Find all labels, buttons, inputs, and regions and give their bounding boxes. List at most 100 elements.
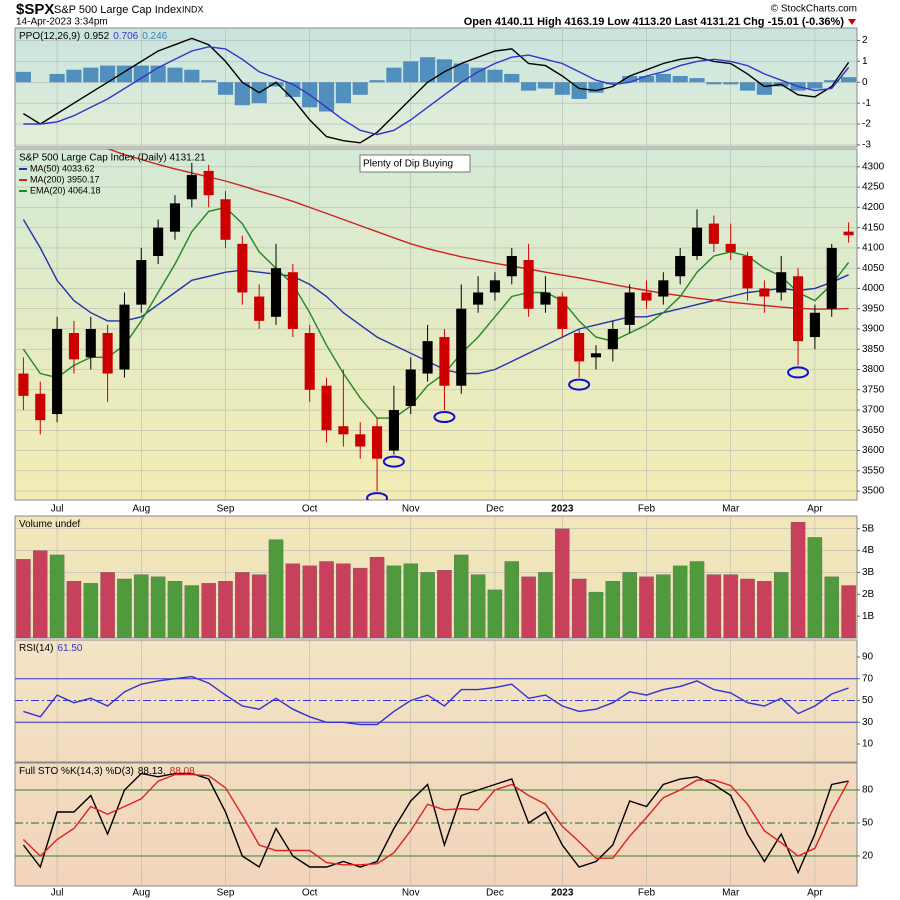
histogram-bar bbox=[436, 59, 452, 83]
candle-body bbox=[372, 426, 383, 459]
legend-title: PPO(12,26,9) bbox=[19, 31, 80, 42]
candle-body bbox=[153, 227, 164, 257]
y-tick-label: 4100 bbox=[862, 243, 885, 254]
y-tick-label: -1 bbox=[862, 98, 871, 109]
series-line bbox=[23, 37, 850, 144]
candle-body bbox=[725, 243, 736, 252]
candle-body bbox=[489, 280, 500, 293]
histogram-bar bbox=[537, 82, 554, 89]
volume-bar bbox=[352, 567, 368, 638]
candle-body bbox=[338, 426, 349, 435]
histogram-bar bbox=[756, 82, 772, 95]
plot-area bbox=[15, 516, 857, 638]
histogram-bar bbox=[49, 73, 65, 83]
volume-bar bbox=[83, 583, 99, 638]
symbol: $SPX bbox=[16, 1, 54, 18]
x-tick-label: Dec bbox=[486, 888, 504, 899]
series-line bbox=[23, 675, 849, 726]
legend-value: 0.246 bbox=[142, 31, 167, 42]
histogram-bar bbox=[521, 82, 537, 91]
x-tick-label: Apr bbox=[807, 888, 823, 899]
legend-title: S&P 500 Large Cap Index (Daily) 4131.21 bbox=[19, 153, 206, 164]
candle-body bbox=[607, 328, 618, 350]
volume-bar bbox=[33, 550, 48, 638]
candle-body bbox=[102, 333, 113, 374]
quote: Open 4140.11 High 4163.19 Low 4113.20 La… bbox=[464, 16, 845, 28]
copyright: © StockCharts.com bbox=[771, 4, 857, 15]
legend-title: RSI(14) bbox=[19, 643, 53, 654]
volume-bar bbox=[218, 581, 233, 638]
volume-bar bbox=[167, 581, 183, 638]
candle-body bbox=[321, 385, 332, 431]
y-tick-label: 10 bbox=[862, 739, 874, 750]
x-tick-label: Aug bbox=[132, 504, 150, 515]
candle-body bbox=[843, 231, 854, 236]
histogram-bar bbox=[622, 76, 638, 83]
y-tick-label: 1B bbox=[862, 611, 875, 622]
volume-bar bbox=[504, 561, 520, 638]
volume-bar bbox=[117, 578, 132, 638]
candle-body bbox=[624, 292, 635, 325]
plot-area bbox=[15, 28, 857, 147]
histogram-bar bbox=[100, 65, 116, 83]
x-tick-label: Dec bbox=[486, 504, 504, 515]
volume-bar bbox=[49, 554, 65, 638]
volume-bar bbox=[723, 574, 738, 638]
legend: RSI(14) 61.50 bbox=[19, 643, 83, 654]
series-line bbox=[106, 149, 849, 310]
volume-bar bbox=[437, 570, 452, 638]
x-tick-label: Sep bbox=[217, 888, 235, 899]
volume-bar bbox=[639, 576, 654, 638]
y-tick-label: 4300 bbox=[862, 161, 885, 172]
candle-body bbox=[523, 260, 534, 309]
candle-body bbox=[35, 393, 46, 421]
y-tick-label: 4050 bbox=[862, 263, 885, 274]
volume-bar bbox=[790, 521, 806, 638]
candle-body bbox=[439, 337, 450, 386]
highlight-circle bbox=[787, 366, 810, 379]
series-line bbox=[22, 773, 850, 866]
y-tick-label: 70 bbox=[862, 673, 874, 684]
x-tick-label: 2023 bbox=[551, 504, 574, 515]
panel-background bbox=[14, 27, 858, 148]
histogram-bar bbox=[841, 77, 857, 83]
x-tick-label: Jul bbox=[51, 504, 64, 515]
legend-value: 0.706 bbox=[113, 31, 138, 42]
legend: PPO(12,26,9) 0.952 0.706 0.246 bbox=[19, 31, 168, 42]
y-tick-label: 2B bbox=[862, 589, 875, 600]
candle-body bbox=[270, 268, 282, 317]
legend-label: MA(50) 4033.62 bbox=[30, 163, 95, 173]
candle-body bbox=[254, 296, 265, 321]
volume-bar bbox=[150, 576, 166, 638]
volume-bar bbox=[336, 563, 351, 638]
legend-value: 0.952 bbox=[84, 31, 109, 42]
volume-bar bbox=[201, 583, 216, 638]
histogram-bar bbox=[133, 65, 149, 83]
y-tick-label: 30 bbox=[862, 717, 874, 728]
candle-body bbox=[793, 276, 804, 342]
y-tick-label: 3900 bbox=[862, 324, 885, 335]
histogram-bar bbox=[487, 69, 503, 83]
y-tick-label: 3850 bbox=[862, 344, 885, 355]
volume-bar bbox=[403, 563, 418, 638]
y-tick-label: 3800 bbox=[862, 364, 885, 375]
histogram-bar bbox=[15, 71, 31, 83]
x-tick-label: Nov bbox=[402, 504, 420, 515]
candle-body bbox=[422, 341, 433, 374]
security-name: S&P 500 Large Cap Index bbox=[54, 4, 182, 16]
histogram-bar bbox=[167, 67, 183, 83]
candle-body bbox=[776, 272, 787, 293]
volume-bar bbox=[487, 589, 503, 638]
volume-bar bbox=[605, 581, 621, 638]
histogram-bar bbox=[234, 82, 250, 106]
candle-body bbox=[136, 260, 147, 305]
x-tick-label: Nov bbox=[402, 888, 420, 899]
histogram-bar bbox=[706, 82, 722, 85]
histogram-bar bbox=[352, 82, 368, 95]
y-tick-label: 3950 bbox=[862, 303, 885, 314]
volume-bar bbox=[100, 572, 115, 638]
plot-area bbox=[15, 763, 857, 886]
volume-bar bbox=[386, 565, 402, 638]
volume-bar bbox=[588, 591, 604, 638]
